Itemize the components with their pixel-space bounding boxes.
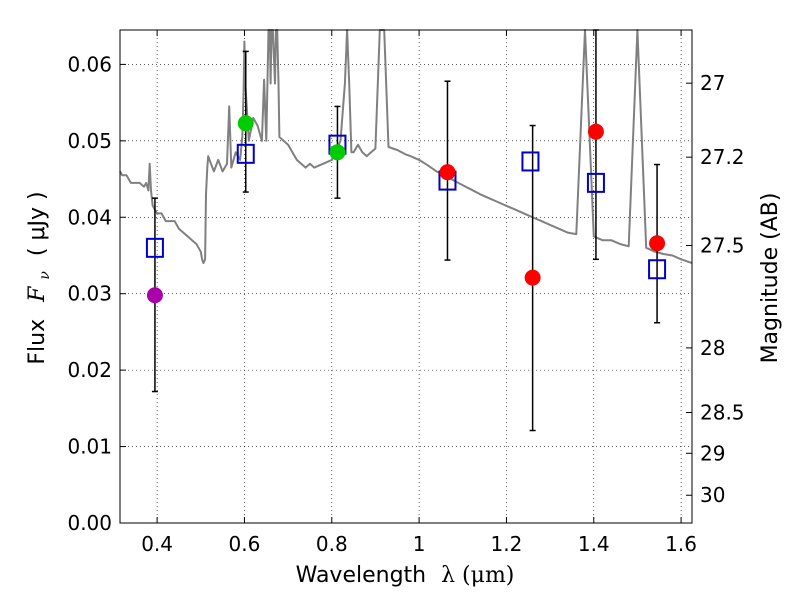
y-axis-label-unit: ( μJy ) [25, 191, 50, 256]
y2-tick-label: 27.2 [700, 145, 745, 169]
observed-photometry-point [587, 123, 604, 140]
y-tick-label: 0.05 [67, 129, 112, 153]
observed-photometry-point [237, 115, 254, 132]
y-axis-label-sub: ν [37, 271, 53, 280]
y-axis-label-text: Flux [25, 319, 50, 365]
axis-ticks: 0.4 0.6 0.8 1 1.2 1.4 1.6 0.00 0.01 0.02 0.03 0.04 0… [67, 30, 745, 556]
model-photometry-point [521, 151, 540, 172]
observed-photometry-point [524, 269, 541, 286]
observed-photometry-point [649, 235, 666, 252]
secondary-y-axis-label: Magnitude (AB) [758, 193, 783, 364]
plot-frame [119, 29, 693, 524]
y2-tick-label: 29 [700, 441, 725, 465]
observed-photometry-point [146, 287, 163, 304]
x-tick-label: 0.6 [229, 532, 261, 556]
model-photometry-point [145, 237, 164, 258]
observed-photometry-point [439, 164, 456, 181]
model-photometry-point [648, 259, 667, 280]
grid [120, 30, 692, 524]
x-tick-label: 0.8 [316, 532, 348, 556]
x-axis-label-text: Wavelength [296, 563, 427, 588]
y-tick-label: 0.06 [67, 52, 112, 76]
x-tick-label: 1.2 [491, 532, 523, 556]
y-tick-label: 0.04 [67, 205, 112, 229]
x-axis-label-math: λ (μm) [441, 563, 514, 588]
x-tick-label: 1.4 [578, 532, 610, 556]
y-axis-label: Flux F ν ( μJy ) [25, 191, 55, 364]
observed-photometry-layer [146, 115, 666, 304]
y2-tick-label: 30 [700, 483, 725, 507]
y2-tick-label: 28 [700, 336, 725, 360]
model-photometry-point [236, 143, 255, 164]
y-axis-label-math: F [25, 286, 50, 303]
model-photometry-layer [145, 134, 667, 280]
y-tick-label: 0.03 [67, 282, 112, 306]
y-tick-label: 0.01 [67, 435, 112, 459]
model-spectrum-line [119, 29, 693, 265]
observed-photometry-point [329, 144, 346, 161]
model-spectrum-layer [119, 29, 693, 265]
x-tick-label: 0.4 [141, 532, 173, 556]
y-tick-label: 0.02 [67, 358, 112, 382]
model-photometry-point [586, 172, 605, 193]
x-axis-label: Wavelength λ (μm) [296, 563, 515, 588]
x-tick-label: 1 [413, 532, 426, 556]
y2-tick-label: 27 [700, 71, 725, 95]
y-tick-label: 0.00 [67, 511, 112, 535]
y2-tick-label: 28.5 [700, 401, 745, 425]
y2-tick-label: 27.5 [700, 233, 745, 257]
x-tick-label: 1.6 [665, 532, 697, 556]
errorbar-layer [151, 29, 661, 432]
